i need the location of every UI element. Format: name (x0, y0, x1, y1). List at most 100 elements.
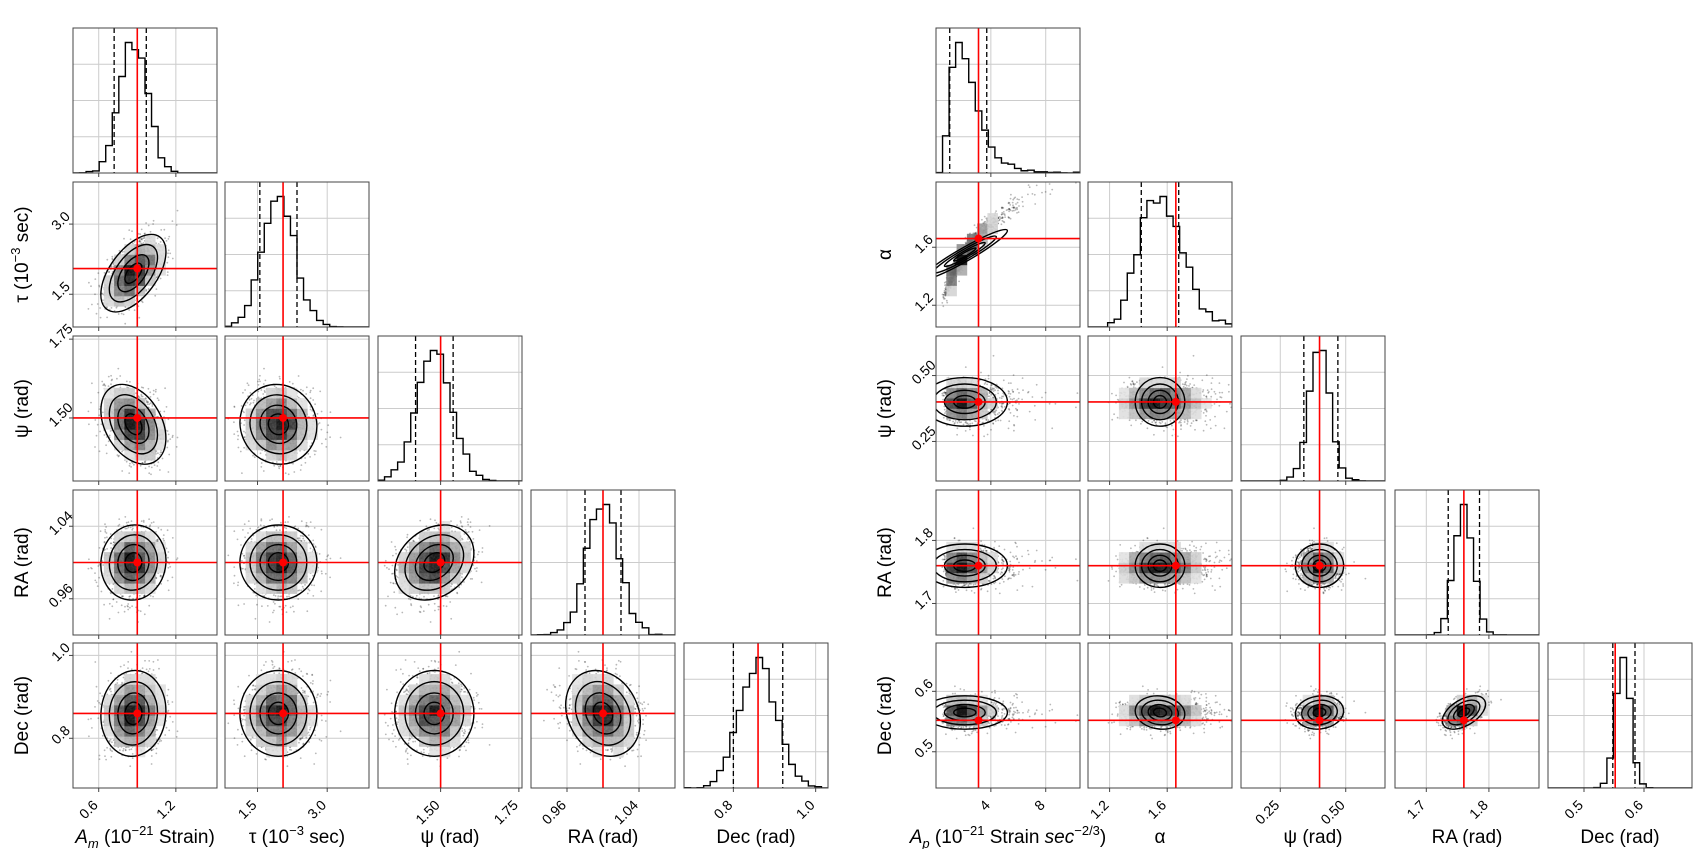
y-tick-label: 0.25 (908, 422, 939, 453)
right-panel-psi-alpha (1087, 335, 1233, 485)
y-axis-label-psi: ψ (rad) (12, 379, 33, 438)
contour-level-4 (239, 383, 318, 465)
y-tick-label: 1.04 (45, 507, 76, 538)
right-panel-dec-ra: 1.7 1.8 (1394, 642, 1540, 822)
panel-frame (377, 489, 523, 636)
y-tick-label: 0.50 (908, 357, 939, 388)
contour-level-1 (592, 701, 614, 726)
x-tick-label: 0.50 (1317, 797, 1348, 828)
left-panel-ra-tau (224, 489, 370, 639)
panel-frame (530, 489, 676, 636)
contour-level-4 (1134, 695, 1186, 730)
truth-marker (279, 558, 288, 567)
x-tick-label: 1.8 (1466, 797, 1491, 822)
contour-level-4 (394, 524, 475, 601)
contour-level-4 (100, 524, 167, 601)
contour-level-3 (1300, 699, 1339, 726)
left-panel-psi-tau (224, 335, 370, 485)
left-panel-tau-Am: 1.5 3.0 (48, 181, 218, 331)
right-panel-dec-Ap: 4 8 0.5 0.6 (911, 642, 1081, 814)
corner-plot-left: 1.5 3.0 1.50 1.75 0.96 1.04 0.6 1.2 0.8 1.0 1.5 3.0… (8, 27, 829, 849)
histogram-alpha (1088, 195, 1232, 327)
scatter-alpha-Ap (941, 182, 1077, 308)
right-panel-psi-Ap: 0.25 0.50 (908, 335, 1081, 485)
contour-level-1 (952, 247, 977, 262)
x-tick-label: 1.0 (793, 797, 818, 822)
left-panel-dec-Am: 0.6 1.2 0.8 1.0 (48, 639, 218, 822)
contour-level-2 (1452, 703, 1475, 722)
panel-frame (1394, 642, 1540, 789)
x-tick-label: 3.0 (304, 797, 329, 822)
y-tick-label: 0.5 (911, 736, 936, 761)
histogram-Am (73, 41, 217, 173)
truth-marker (1171, 561, 1180, 570)
truth-marker (133, 709, 142, 718)
contour-level-3 (108, 394, 159, 455)
x-tick-label: 1.2 (153, 797, 178, 822)
panel-frame (935, 642, 1081, 789)
left-panel-ra-Am: 0.96 1.04 (45, 489, 218, 639)
truth-marker (279, 709, 288, 718)
contour-level-2 (584, 692, 622, 735)
x-tick-label: 0.5 (1561, 797, 1586, 822)
x-axis-label-psi: ψ (rad) (421, 827, 480, 848)
y-axis-label-psi: ψ (rad) (875, 379, 896, 438)
panel-frame (72, 27, 218, 174)
truth-marker (133, 558, 142, 567)
panel-frame (1394, 489, 1540, 636)
contour-level-1 (423, 551, 446, 574)
panel-frame (72, 489, 218, 636)
panel-frame (530, 642, 676, 789)
truth-marker (599, 709, 607, 718)
panel-frame (72, 642, 218, 789)
contour-level-4 (565, 669, 641, 758)
x-tick-label: 1.04 (611, 797, 642, 828)
contour-level-2 (943, 241, 986, 268)
truth-marker (436, 709, 445, 718)
x-axis-label-dec: Dec (rad) (716, 827, 795, 848)
truth-marker (436, 558, 445, 567)
x-tick-label: 0.6 (76, 797, 101, 822)
panel-frame (377, 642, 523, 789)
left-panel-dec-tau: 1.5 3.0 (224, 642, 370, 822)
left-panel-Am-Am (72, 27, 218, 177)
truth-marker (974, 234, 983, 243)
contour-level-3 (249, 394, 308, 455)
y-tick-label: 1.7 (911, 587, 936, 612)
y-tick-label: 1.50 (45, 399, 76, 430)
panel-frame (935, 27, 1081, 174)
contour-level-1 (953, 707, 977, 718)
density-psi-Am (103, 387, 166, 461)
y-axis-label-ra: RA (rad) (875, 527, 896, 598)
y-axis-label-ra: RA (rad) (12, 527, 33, 598)
x-tick-label: 1.6 (1144, 797, 1169, 822)
x-tick-label: 1.5 (235, 797, 260, 822)
x-axis-label-ra: RA (rad) (568, 827, 639, 848)
contour-level-4 (1441, 695, 1487, 730)
x-tick-label: 1.50 (412, 797, 443, 828)
y-tick-label: 1.6 (911, 231, 936, 256)
contour-level-3 (936, 235, 998, 274)
contour-level-3 (936, 699, 997, 726)
contour-level-4 (936, 228, 1009, 281)
right-panel-Ap-Ap (935, 27, 1081, 177)
corner-plot-right: 1.21.60.250.501.71.84 80.50.61.2 1.6 0.25 0.… (875, 27, 1693, 849)
right-panel-psi-psi (1240, 335, 1386, 485)
left-panel-tau-tau (224, 181, 370, 331)
contour-level-4 (1294, 695, 1345, 730)
left-panel-psi-psi (377, 335, 523, 485)
x-tick-label: 0.96 (539, 797, 570, 828)
histogram-dec (1548, 656, 1692, 788)
x-axis-label-Ap: Ap (10−21 Strain sec−2/3) (909, 823, 1107, 849)
contour-level-1 (1457, 707, 1471, 718)
contour-level-2 (117, 543, 150, 582)
panel-frame (224, 489, 370, 636)
panel-frame (935, 181, 1081, 328)
right-panel-ra-psi (1240, 489, 1386, 639)
panel-frame (224, 335, 370, 482)
x-axis-label-dec: Dec (rad) (1580, 827, 1659, 848)
right-panel-dec-alpha: 1.2 1.6 (1087, 642, 1233, 822)
right-panel-dec-dec: 0.5 0.6 (1547, 642, 1693, 822)
y-axis-label-dec: Dec (rad) (875, 676, 896, 755)
